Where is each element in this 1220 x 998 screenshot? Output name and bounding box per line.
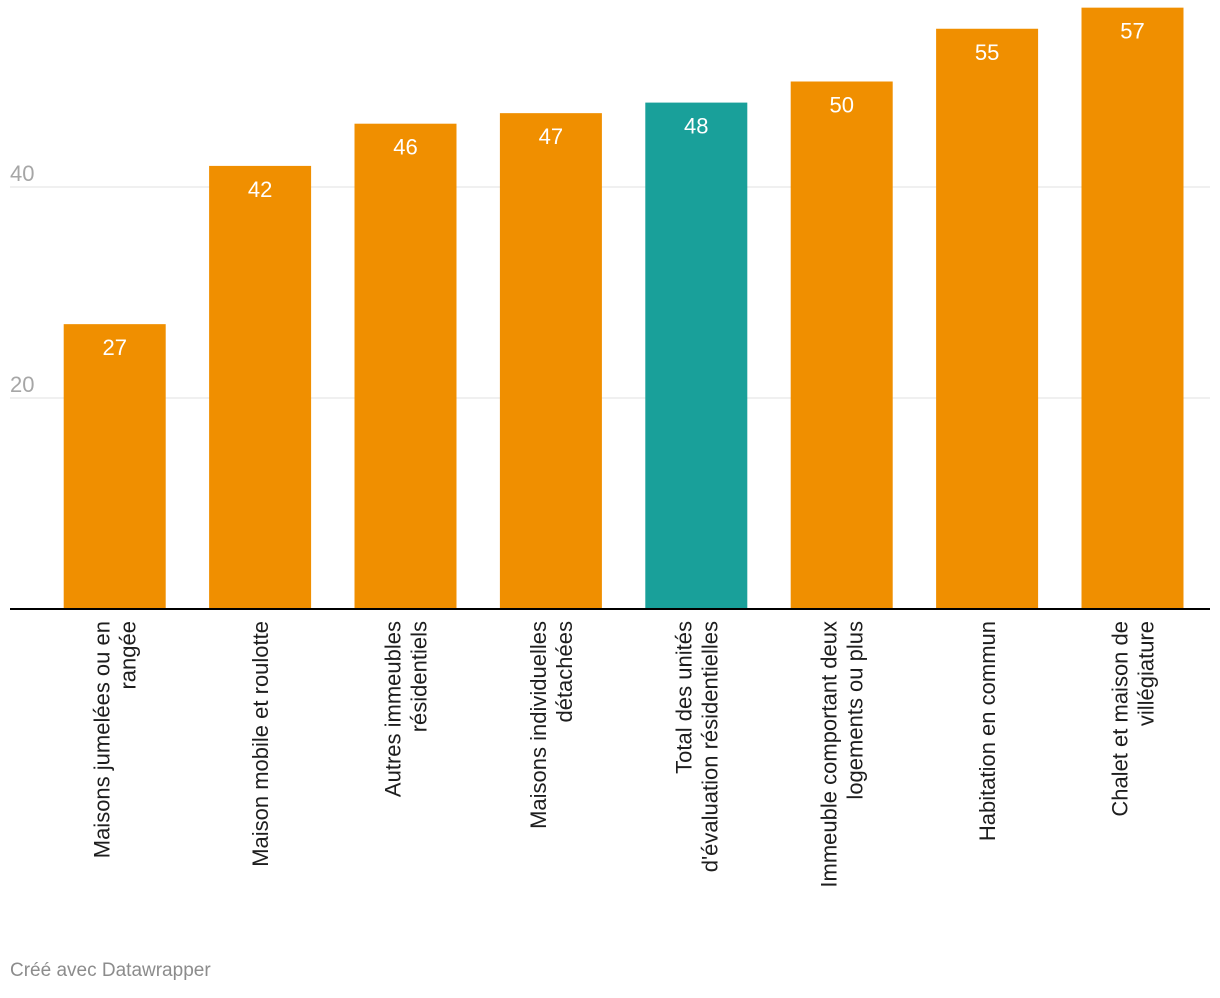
category-label-line: Autres immeubles (381, 621, 406, 797)
category-label-line: logements ou plus (843, 621, 868, 800)
bar (209, 165, 312, 609)
value-label: 57 (1120, 19, 1144, 44)
value-label: 46 (393, 135, 417, 160)
category-label: Immeuble comportant deux logements ou plu… (817, 621, 868, 888)
value-label: 48 (684, 114, 708, 139)
category-label: Chalet et maison de villégiature (1108, 621, 1159, 817)
value-label: 42 (248, 177, 272, 202)
value-label: 55 (975, 40, 999, 65)
category-label-line: Habitation en commun (975, 621, 1000, 841)
category-label: Autres immeubles résidentiels (381, 621, 432, 797)
category-label-line: Maisons individuelles (526, 621, 551, 829)
category-label-line: Maisons jumelées ou en (90, 621, 115, 858)
category-label-line: résidentiels (407, 621, 432, 732)
category-label: Maison mobile et roulotte (248, 621, 273, 867)
category-label: Maisons individuelles détachées (526, 621, 577, 829)
bar (1081, 7, 1184, 609)
category-label: Total des unités d'évaluation résidentiel… (671, 621, 722, 872)
category-label-line: Chalet et maison de (1108, 621, 1133, 817)
y-tick-label: 40 (10, 161, 34, 186)
value-label: 27 (102, 335, 126, 360)
category-label-line: rangée (116, 621, 141, 690)
category-label: Habitation en commun (975, 621, 1000, 841)
bar (645, 102, 748, 609)
category-label-line: Total des unités (671, 621, 696, 774)
category-label-line: d'évaluation résidentielles (697, 621, 722, 872)
bar (354, 123, 457, 609)
bar (936, 28, 1039, 609)
credit-text: Créé avec Datawrapper (10, 960, 211, 981)
category-label-line: Maison mobile et roulotte (248, 621, 273, 867)
bar (63, 324, 166, 609)
value-label: 50 (829, 93, 853, 118)
category-label-line: Immeuble comportant deux (817, 621, 842, 888)
bar (499, 113, 602, 610)
category-label-line: détachées (552, 621, 577, 723)
bar (790, 81, 893, 609)
value-label: 47 (539, 124, 563, 149)
category-label: Maisons jumelées ou en rangée (90, 621, 141, 858)
y-tick-label: 20 (10, 372, 34, 397)
category-label-line: villégiature (1134, 621, 1159, 726)
